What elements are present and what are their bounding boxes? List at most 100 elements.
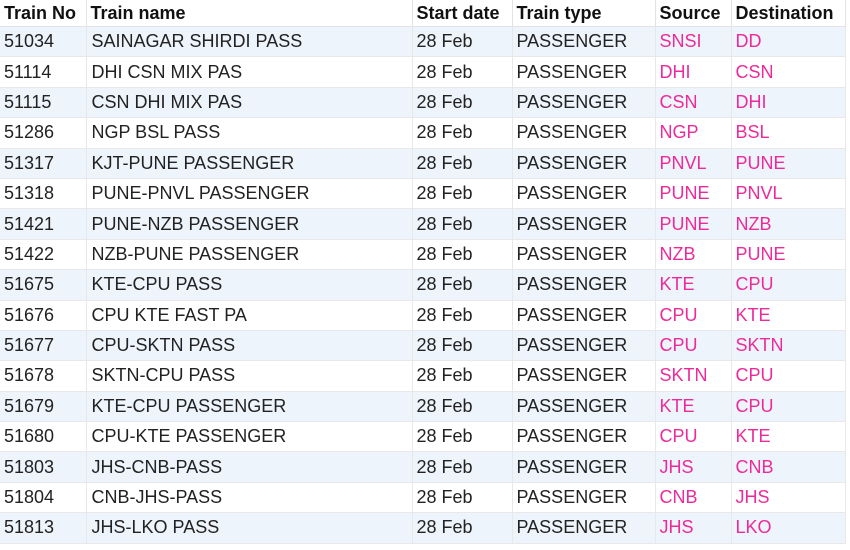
cell-train-type: PASSENGER <box>512 451 656 483</box>
table-row[interactable]: 51677 CPU-SKTN PASS 28 Feb PASSENGER CPU SKTN <box>0 330 846 362</box>
cell-train-name: CPU-KTE PASSENGER <box>86 421 413 453</box>
header-train-name[interactable]: Train name <box>86 0 413 27</box>
table-row[interactable]: 51422 NZB-PUNE PASSENGER 28 Feb PASSENGER NZ… <box>0 239 846 271</box>
cell-start-date: 28 Feb <box>412 451 513 483</box>
cell-source: PNVL <box>655 148 732 179</box>
cell-train-name: KTE-CPU PASS <box>86 269 413 301</box>
cell-destination: DHI <box>731 87 846 119</box>
cell-destination: KTE <box>731 300 846 331</box>
cell-train-no: 51680 <box>0 421 87 453</box>
cell-source: PUNE <box>655 178 732 210</box>
cell-train-name: SAINAGAR SHIRDI PASS <box>86 26 413 58</box>
cell-train-type: PASSENGER <box>512 300 656 331</box>
cell-train-no: 51422 <box>0 239 87 271</box>
cell-train-type: PASSENGER <box>512 512 656 544</box>
cell-train-type: PASSENGER <box>512 330 656 362</box>
cell-source: NZB <box>655 239 732 271</box>
cell-destination: NZB <box>731 208 846 240</box>
table-row[interactable]: 51804 CNB-JHS-PASS 28 Feb PASSENGER CNB JHS <box>0 482 846 514</box>
cell-start-date: 28 Feb <box>412 87 513 119</box>
cell-source: KTE <box>655 391 732 423</box>
cell-start-date: 28 Feb <box>412 391 513 423</box>
cell-train-no: 51677 <box>0 330 87 362</box>
table-row[interactable]: 51680 CPU-KTE PASSENGER 28 Feb PASSENGER CPU… <box>0 421 846 453</box>
header-source[interactable]: Source <box>655 0 732 27</box>
table-body: 51034 SAINAGAR SHIRDI PASS 28 Feb PASSENGER… <box>0 26 846 544</box>
cell-train-name: JHS-LKO PASS <box>86 512 413 544</box>
cell-train-no: 51318 <box>0 178 87 210</box>
table-row[interactable]: 51421 PUNE-NZB PASSENGER 28 Feb PASSENGER PU… <box>0 208 846 240</box>
cell-destination: DD <box>731 26 846 58</box>
cell-train-name: KTE-CPU PASSENGER <box>86 391 413 423</box>
table-row[interactable]: 51803 JHS-CNB-PASS 28 Feb PASSENGER JHS CNB <box>0 451 846 483</box>
cell-destination: KTE <box>731 421 846 453</box>
cell-source: CPU <box>655 330 732 362</box>
cell-train-name: CPU-SKTN PASS <box>86 330 413 362</box>
cell-train-type: PASSENGER <box>512 482 656 514</box>
cell-source: KTE <box>655 269 732 301</box>
header-start-date[interactable]: Start date <box>412 0 513 27</box>
table-row[interactable]: 51813 JHS-LKO PASS 28 Feb PASSENGER JHS LKO <box>0 512 846 544</box>
cell-train-no: 51421 <box>0 208 87 240</box>
table-row[interactable]: 51115 CSN DHI MIX PAS 28 Feb PASSENGER CSN DH… <box>0 87 846 119</box>
cell-start-date: 28 Feb <box>412 512 513 544</box>
cell-source: CSN <box>655 87 732 119</box>
cell-train-type: PASSENGER <box>512 26 656 58</box>
table-row[interactable]: 51034 SAINAGAR SHIRDI PASS 28 Feb PASSENGER… <box>0 26 846 58</box>
cell-start-date: 28 Feb <box>412 117 513 149</box>
cell-start-date: 28 Feb <box>412 300 513 331</box>
cell-destination: LKO <box>731 512 846 544</box>
cell-train-name: PUNE-PNVL PASSENGER <box>86 178 413 210</box>
cell-destination: CPU <box>731 360 846 392</box>
cell-source: CNB <box>655 482 732 514</box>
table-row[interactable]: 51675 KTE-CPU PASS 28 Feb PASSENGER KTE CPU <box>0 269 846 301</box>
cell-train-type: PASSENGER <box>512 269 656 301</box>
cell-source: CPU <box>655 300 732 331</box>
cell-train-no: 51115 <box>0 87 87 119</box>
cell-train-no: 51804 <box>0 482 87 514</box>
cell-destination: JHS <box>731 482 846 514</box>
cell-destination: CSN <box>731 56 846 88</box>
header-train-type[interactable]: Train type <box>512 0 656 27</box>
cell-train-type: PASSENGER <box>512 208 656 240</box>
cell-train-type: PASSENGER <box>512 178 656 210</box>
cell-train-type: PASSENGER <box>512 117 656 149</box>
cell-start-date: 28 Feb <box>412 208 513 240</box>
cell-train-type: PASSENGER <box>512 87 656 119</box>
cell-train-name: CNB-JHS-PASS <box>86 482 413 514</box>
cell-train-type: PASSENGER <box>512 360 656 392</box>
table-row[interactable]: 51678 SKTN-CPU PASS 28 Feb PASSENGER SKTN CPU <box>0 360 846 392</box>
cell-start-date: 28 Feb <box>412 269 513 301</box>
table-row[interactable]: 51317 KJT-PUNE PASSENGER 28 Feb PASSENGER PN… <box>0 148 846 179</box>
cell-train-name: NGP BSL PASS <box>86 117 413 149</box>
cell-train-type: PASSENGER <box>512 391 656 423</box>
table-row[interactable]: 51318 PUNE-PNVL PASSENGER 28 Feb PASSENGER P… <box>0 178 846 210</box>
cell-destination: PUNE <box>731 239 846 271</box>
cell-source: SNSI <box>655 26 732 58</box>
table-row[interactable]: 51286 NGP BSL PASS 28 Feb PASSENGER NGP BSL <box>0 117 846 149</box>
cell-start-date: 28 Feb <box>412 56 513 88</box>
cell-train-name: NZB-PUNE PASSENGER <box>86 239 413 271</box>
table-row[interactable]: 51676 CPU KTE FAST PA 28 Feb PASSENGER CPU KT… <box>0 300 846 331</box>
cell-train-no: 51317 <box>0 148 87 179</box>
cell-train-name: SKTN-CPU PASS <box>86 360 413 392</box>
cell-train-no: 51679 <box>0 391 87 423</box>
cell-start-date: 28 Feb <box>412 482 513 514</box>
cell-destination: CPU <box>731 269 846 301</box>
cell-train-type: PASSENGER <box>512 56 656 88</box>
cell-source: SKTN <box>655 360 732 392</box>
table-row[interactable]: 51679 KTE-CPU PASSENGER 28 Feb PASSENGER KTE… <box>0 391 846 423</box>
cell-train-name: PUNE-NZB PASSENGER <box>86 208 413 240</box>
cell-destination: PUNE <box>731 148 846 179</box>
cell-train-type: PASSENGER <box>512 239 656 271</box>
cell-train-no: 51114 <box>0 56 87 88</box>
cell-start-date: 28 Feb <box>412 26 513 58</box>
table-row[interactable]: 51114 DHI CSN MIX PAS 28 Feb PASSENGER DHI CS… <box>0 56 846 88</box>
header-destination[interactable]: Destination <box>731 0 846 27</box>
cell-source: CPU <box>655 421 732 453</box>
header-train-no[interactable]: Train No <box>0 0 87 27</box>
cell-train-name: DHI CSN MIX PAS <box>86 56 413 88</box>
cell-train-type: PASSENGER <box>512 148 656 179</box>
cell-start-date: 28 Feb <box>412 148 513 179</box>
cell-train-no: 51803 <box>0 451 87 483</box>
